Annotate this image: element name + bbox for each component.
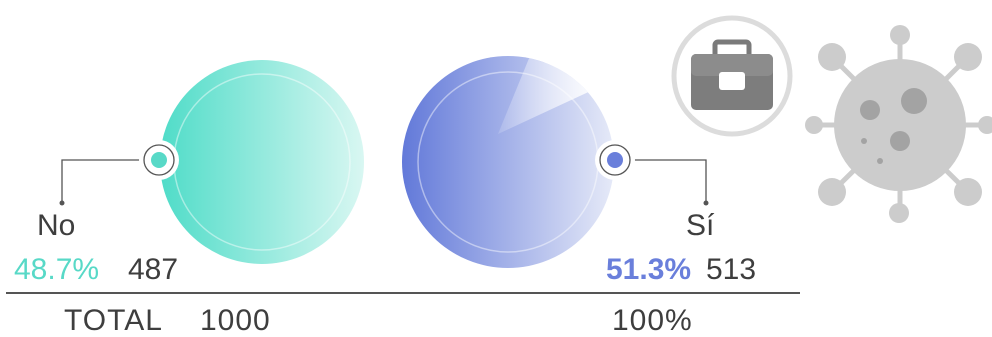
count-label-no: 487 <box>128 253 179 286</box>
virus-icon <box>805 25 992 223</box>
category-label-no: No <box>37 209 76 242</box>
category-label-si: Sí <box>686 209 715 242</box>
total-value: 1000 <box>200 304 271 337</box>
pie-wedge-highlight <box>498 58 588 134</box>
pie-slice-no <box>160 60 364 264</box>
count-label-si: 513 <box>706 253 757 286</box>
leader-si <box>595 140 709 206</box>
leader-no <box>59 140 179 206</box>
total-percent: 100% <box>612 304 693 337</box>
percent-label-no: 48.7% <box>14 253 100 286</box>
pie-slice-si <box>402 56 614 268</box>
total-label: TOTAL <box>64 304 163 337</box>
percent-label-si: 51.3% <box>606 253 692 286</box>
briefcase-icon <box>671 15 793 137</box>
